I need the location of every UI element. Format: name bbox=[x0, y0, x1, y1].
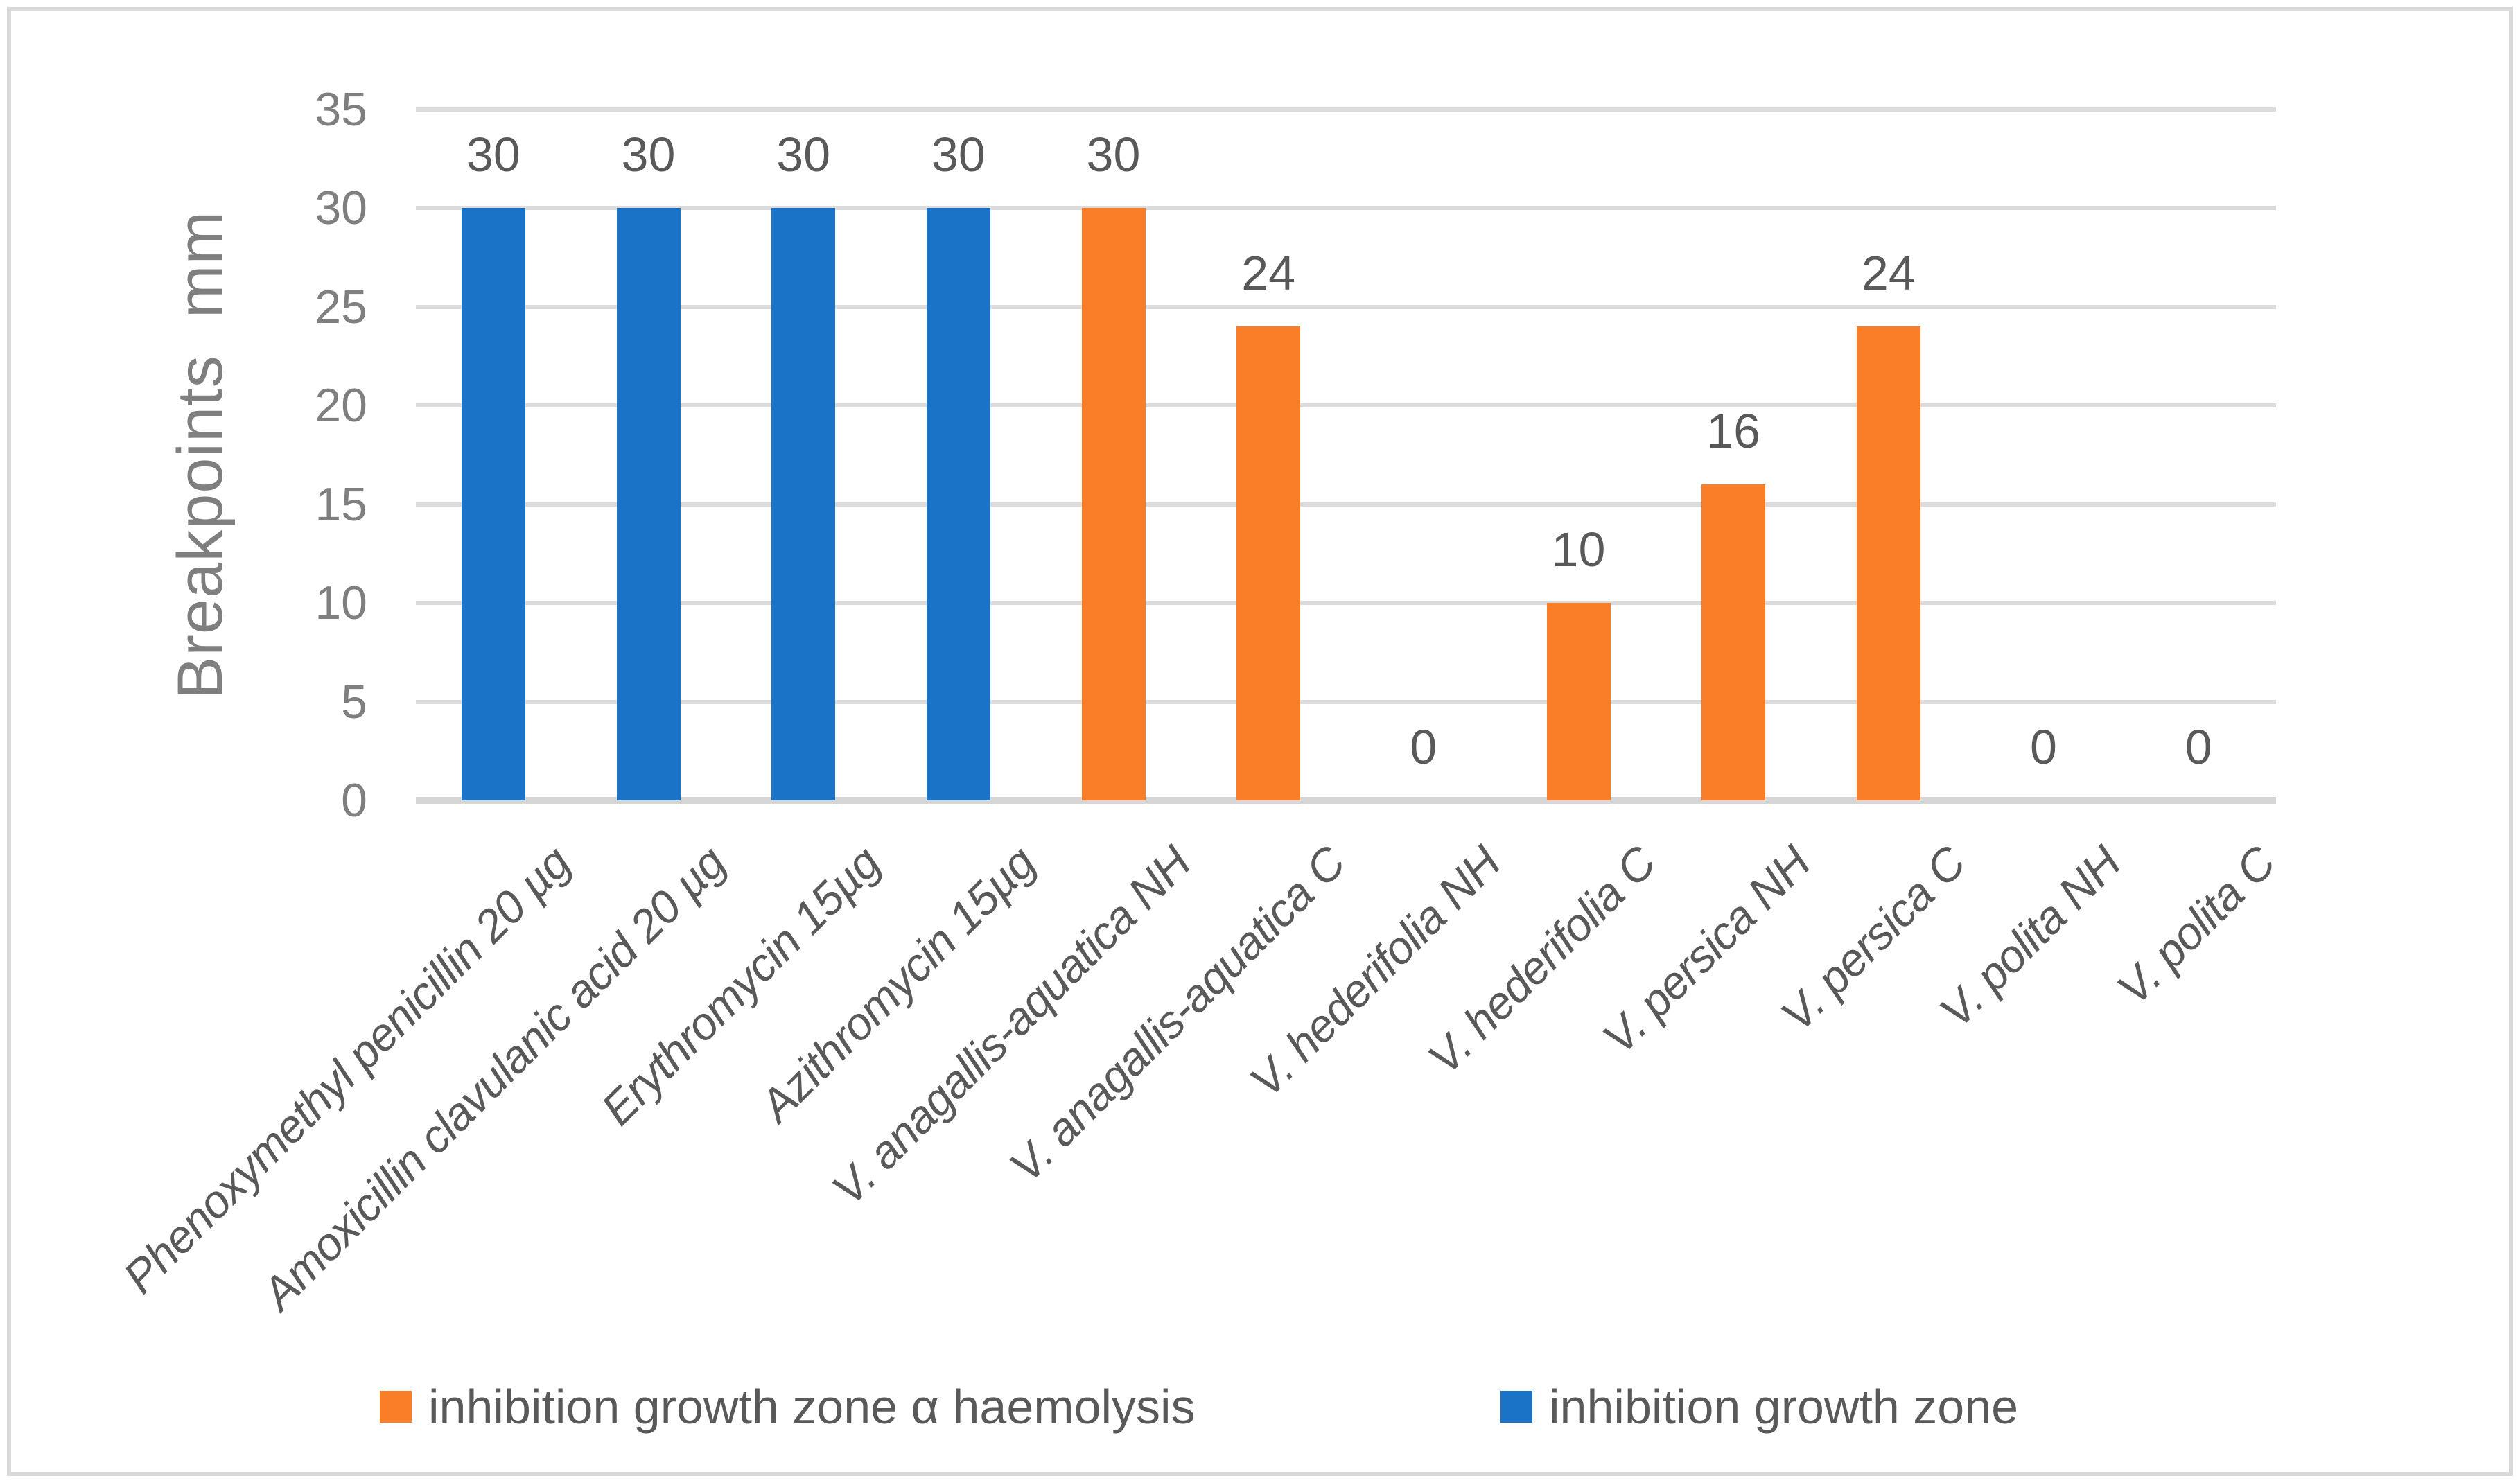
bar-value-label: 24 bbox=[1241, 246, 1296, 301]
gridline bbox=[416, 403, 2276, 408]
bar-value-label: 0 bbox=[1410, 720, 1437, 774]
bar-value-label: 30 bbox=[931, 128, 986, 182]
bar-value-label: 30 bbox=[1086, 128, 1141, 182]
chart-border bbox=[7, 7, 2513, 1476]
y-tick-label: 5 bbox=[341, 675, 367, 728]
y-tick-label: 0 bbox=[341, 774, 367, 827]
y-tick-label: 30 bbox=[315, 182, 367, 235]
y-tick-label: 25 bbox=[315, 280, 367, 333]
bar bbox=[1701, 484, 1766, 800]
bar-value-label: 24 bbox=[1861, 246, 1916, 301]
legend-swatch-orange bbox=[380, 1391, 412, 1423]
gridline bbox=[416, 699, 2276, 704]
bar bbox=[616, 208, 681, 800]
legend-label-haemolysis: inhibition growth zone α haemolysis bbox=[428, 1380, 1196, 1434]
gridline bbox=[416, 304, 2276, 309]
y-tick-label: 15 bbox=[315, 477, 367, 531]
bar bbox=[461, 208, 525, 800]
y-tick-label: 35 bbox=[315, 83, 367, 136]
bar bbox=[1236, 326, 1301, 800]
plot-area bbox=[416, 107, 2276, 804]
bar-value-label: 30 bbox=[776, 128, 831, 182]
bar-value-label: 0 bbox=[2185, 720, 2212, 774]
bar-value-label: 30 bbox=[466, 128, 520, 182]
bar-value-label: 16 bbox=[1706, 404, 1761, 459]
legend-swatch-blue bbox=[1500, 1391, 1532, 1423]
y-tick-label: 10 bbox=[315, 577, 367, 630]
legend-label-growth-zone: inhibition growth zone bbox=[1549, 1380, 2019, 1434]
bar bbox=[1546, 603, 1611, 800]
bar-value-label: 0 bbox=[2030, 720, 2057, 774]
bar bbox=[926, 208, 990, 800]
bar bbox=[771, 208, 836, 800]
bar-value-label: 30 bbox=[621, 128, 676, 182]
gridline bbox=[416, 601, 2276, 606]
bar-value-label: 10 bbox=[1551, 523, 1606, 577]
gridline bbox=[416, 502, 2276, 507]
bar bbox=[1856, 326, 1920, 800]
legend-item-haemolysis: inhibition growth zone α haemolysis bbox=[380, 1378, 1196, 1436]
x-axis-line bbox=[416, 797, 2276, 804]
bar bbox=[1081, 208, 1146, 800]
y-tick-label: 20 bbox=[315, 379, 367, 432]
gridline bbox=[416, 206, 2276, 211]
gridline bbox=[416, 107, 2276, 112]
legend-item-growth-zone: inhibition growth zone bbox=[1500, 1378, 2018, 1436]
